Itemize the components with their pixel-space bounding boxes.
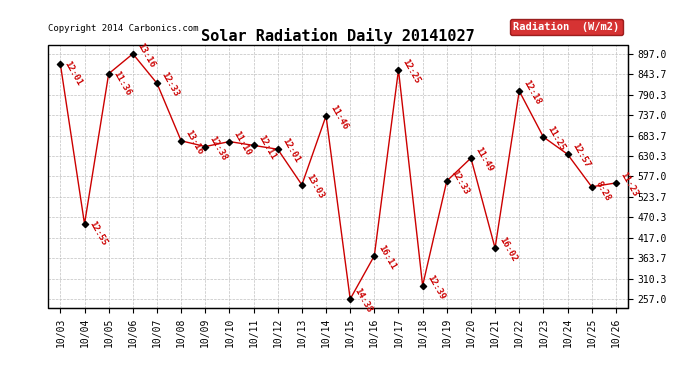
Point bbox=[152, 80, 163, 86]
Point bbox=[442, 178, 453, 184]
Text: 12:39: 12:39 bbox=[425, 273, 446, 301]
Point bbox=[175, 138, 186, 144]
Legend: Radiation  (W/m2): Radiation (W/m2) bbox=[510, 19, 622, 35]
Text: 16:11: 16:11 bbox=[377, 243, 398, 271]
Text: 14:38: 14:38 bbox=[353, 287, 374, 315]
Point bbox=[490, 245, 501, 251]
Point bbox=[393, 67, 404, 73]
Text: 12:01: 12:01 bbox=[280, 137, 302, 165]
Text: 8:28: 8:28 bbox=[594, 179, 613, 202]
Point bbox=[465, 155, 476, 161]
Point bbox=[513, 88, 524, 94]
Point bbox=[272, 146, 284, 152]
Point bbox=[368, 253, 380, 259]
Text: 11:46: 11:46 bbox=[328, 104, 350, 131]
Text: 12:25: 12:25 bbox=[401, 57, 422, 86]
Point bbox=[55, 61, 66, 67]
Point bbox=[562, 151, 573, 157]
Point bbox=[224, 139, 235, 145]
Point bbox=[248, 142, 259, 148]
Text: 11:25: 11:25 bbox=[546, 124, 567, 152]
Text: 12:33: 12:33 bbox=[159, 71, 181, 99]
Point bbox=[297, 182, 308, 188]
Text: 13:16: 13:16 bbox=[184, 129, 205, 156]
Text: 11:23: 11:23 bbox=[618, 171, 640, 198]
Text: 12:57: 12:57 bbox=[570, 142, 591, 170]
Text: 12:11: 12:11 bbox=[256, 133, 277, 161]
Point bbox=[320, 113, 331, 119]
Point bbox=[200, 144, 211, 150]
Bar bbox=[48, 45, 628, 308]
Point bbox=[344, 296, 356, 302]
Text: 11:49: 11:49 bbox=[473, 146, 495, 174]
Point bbox=[79, 221, 90, 227]
Text: 12:01: 12:01 bbox=[63, 60, 84, 87]
Text: 12:38: 12:38 bbox=[208, 134, 229, 162]
Text: 12:18: 12:18 bbox=[522, 79, 543, 106]
Text: 13:03: 13:03 bbox=[304, 172, 326, 200]
Point bbox=[127, 51, 138, 57]
Text: 16:02: 16:02 bbox=[497, 236, 519, 264]
Point bbox=[538, 134, 549, 140]
Text: 12:55: 12:55 bbox=[87, 219, 108, 247]
Point bbox=[610, 180, 621, 186]
Text: 11:10: 11:10 bbox=[232, 129, 253, 157]
Text: Copyright 2014 Carbonics.com: Copyright 2014 Carbonics.com bbox=[48, 24, 199, 33]
Point bbox=[586, 184, 597, 190]
Text: 11:36: 11:36 bbox=[111, 69, 132, 97]
Point bbox=[104, 71, 115, 77]
Title: Solar Radiation Daily 20141027: Solar Radiation Daily 20141027 bbox=[201, 28, 475, 44]
Text: 12:33: 12:33 bbox=[449, 169, 471, 196]
Point bbox=[417, 283, 428, 289]
Text: 13:16: 13:16 bbox=[135, 42, 157, 69]
